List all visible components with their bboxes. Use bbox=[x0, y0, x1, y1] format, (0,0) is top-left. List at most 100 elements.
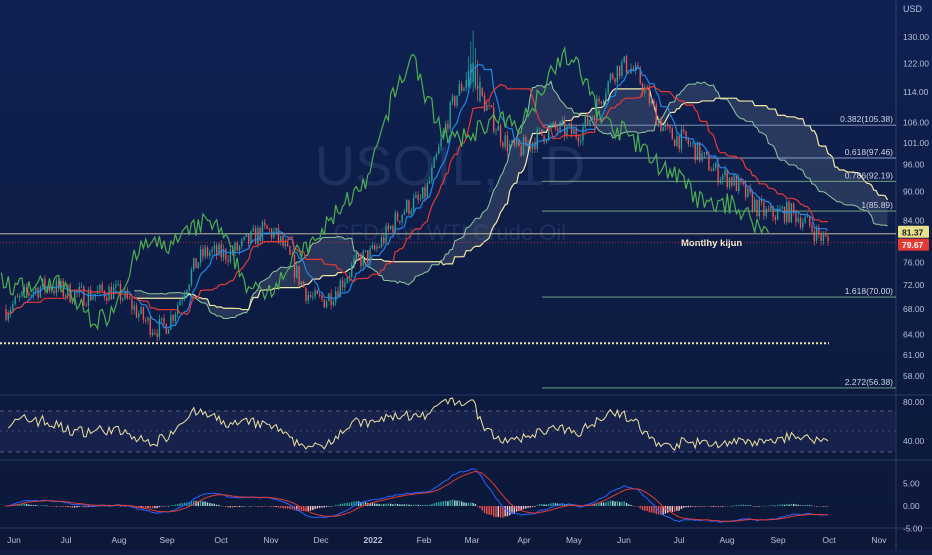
candle-body bbox=[341, 280, 344, 288]
time-tick-label: Apr bbox=[517, 535, 530, 545]
macd-histogram-bar bbox=[625, 502, 628, 506]
macd-histogram-bar bbox=[371, 503, 374, 506]
candle-body bbox=[525, 136, 527, 147]
candle-body bbox=[573, 129, 575, 134]
candle-body bbox=[346, 278, 348, 283]
candle-body bbox=[536, 129, 538, 150]
macd-histogram-bar bbox=[172, 505, 174, 506]
macd-histogram-bar bbox=[284, 506, 287, 509]
macd-histogram-bar bbox=[165, 506, 167, 507]
macd-panel bbox=[5, 468, 829, 523]
candle-body bbox=[520, 146, 522, 156]
candle-body bbox=[751, 192, 754, 211]
candle-body bbox=[708, 154, 710, 171]
macd-histogram-bar bbox=[206, 502, 209, 506]
candle-body bbox=[181, 298, 183, 301]
candle-body bbox=[557, 128, 559, 132]
macd-histogram-bar bbox=[385, 503, 387, 506]
macd-histogram-bar bbox=[193, 500, 195, 506]
macd-histogram-bar bbox=[600, 502, 603, 506]
candle-body bbox=[598, 98, 600, 102]
candle-body bbox=[131, 298, 133, 310]
macd-histogram-bar bbox=[628, 504, 630, 506]
macd-histogram-bar bbox=[527, 506, 529, 508]
candle-body bbox=[325, 301, 328, 308]
candle-body bbox=[442, 130, 445, 139]
macd-histogram-bar bbox=[426, 505, 428, 506]
candle-body bbox=[602, 100, 605, 104]
macd-histogram-bar bbox=[341, 503, 344, 506]
macd-histogram-bar bbox=[35, 505, 37, 506]
macd-histogram-bar bbox=[465, 502, 467, 506]
candle-body bbox=[403, 211, 406, 215]
macd-histogram-bar bbox=[518, 506, 520, 511]
candle-body bbox=[305, 287, 307, 301]
macd-histogram-bar bbox=[596, 502, 598, 506]
candle-body bbox=[600, 101, 603, 104]
macd-histogram-bar bbox=[513, 506, 515, 513]
candle-body bbox=[760, 199, 763, 203]
macd-histogram-bar bbox=[563, 504, 566, 506]
candle-body bbox=[202, 249, 204, 257]
macd-histogram-bar bbox=[90, 506, 92, 508]
macd-histogram-bar bbox=[623, 501, 625, 506]
candle-body bbox=[770, 206, 772, 210]
candle-body bbox=[628, 72, 630, 74]
macd-histogram-bar bbox=[396, 503, 399, 506]
macd-histogram-bar bbox=[387, 503, 390, 506]
macd-histogram-bar bbox=[353, 501, 355, 506]
macd-histogram-bar bbox=[323, 506, 325, 508]
macd-histogram-bar bbox=[721, 506, 724, 507]
candle-body bbox=[566, 126, 568, 136]
macd-histogram-bar bbox=[680, 506, 683, 509]
time-tick-label: Jul bbox=[674, 535, 685, 545]
candle-body bbox=[369, 248, 371, 263]
macd-histogram-bar bbox=[463, 502, 465, 506]
macd-histogram-bar bbox=[808, 505, 811, 506]
candle-body bbox=[376, 246, 378, 250]
macd-histogram-bar bbox=[483, 506, 486, 514]
macd-histogram-bar bbox=[703, 506, 706, 507]
macd-histogram-bar bbox=[541, 504, 543, 506]
macd-histogram-bar bbox=[85, 506, 87, 508]
macd-histogram-bar bbox=[639, 506, 641, 509]
macd-histogram-bar bbox=[557, 503, 559, 506]
macd-histogram-bar bbox=[238, 506, 241, 508]
macd-histogram-bar bbox=[621, 501, 623, 506]
candle-body bbox=[147, 317, 149, 321]
macd-histogram-bar bbox=[442, 501, 445, 506]
candle-body bbox=[792, 203, 795, 211]
indicator-lines bbox=[0, 45, 829, 331]
macd-histogram-bar bbox=[822, 506, 825, 507]
candle-body bbox=[360, 256, 362, 267]
macd-histogram-bar bbox=[55, 506, 58, 507]
macd-histogram-bar bbox=[472, 502, 474, 506]
candle-body bbox=[197, 262, 200, 269]
macd-histogram-bar bbox=[273, 506, 275, 508]
candle-body bbox=[128, 298, 131, 300]
macd-histogram-bar bbox=[46, 505, 48, 507]
macd-histogram-bar bbox=[607, 501, 609, 506]
macd-histogram-bar bbox=[431, 504, 433, 506]
candle-body bbox=[790, 203, 793, 222]
macd-histogram-bar bbox=[378, 504, 380, 506]
macd-histogram-bar bbox=[760, 505, 763, 507]
candle-body bbox=[804, 217, 806, 223]
watermark-name: CFDs on WTI Crude Oil bbox=[334, 220, 566, 245]
macd-histogram-bar bbox=[520, 506, 522, 511]
macd-histogram-bar bbox=[609, 500, 612, 506]
macd-histogram-bar bbox=[298, 506, 300, 512]
candle-body bbox=[728, 177, 731, 187]
macd-histogram-bar bbox=[229, 506, 232, 508]
price-tick-label: 64.00 bbox=[903, 330, 925, 340]
macd-histogram-bar bbox=[799, 505, 802, 506]
macd-histogram-bar bbox=[28, 504, 30, 506]
macd-histogram-bar bbox=[735, 505, 738, 507]
candle-body bbox=[655, 104, 657, 126]
macd-histogram-bar bbox=[76, 506, 78, 508]
candle-body bbox=[296, 265, 298, 278]
macd-histogram-bar bbox=[23, 503, 26, 506]
macd-histogram-bar bbox=[245, 505, 248, 507]
